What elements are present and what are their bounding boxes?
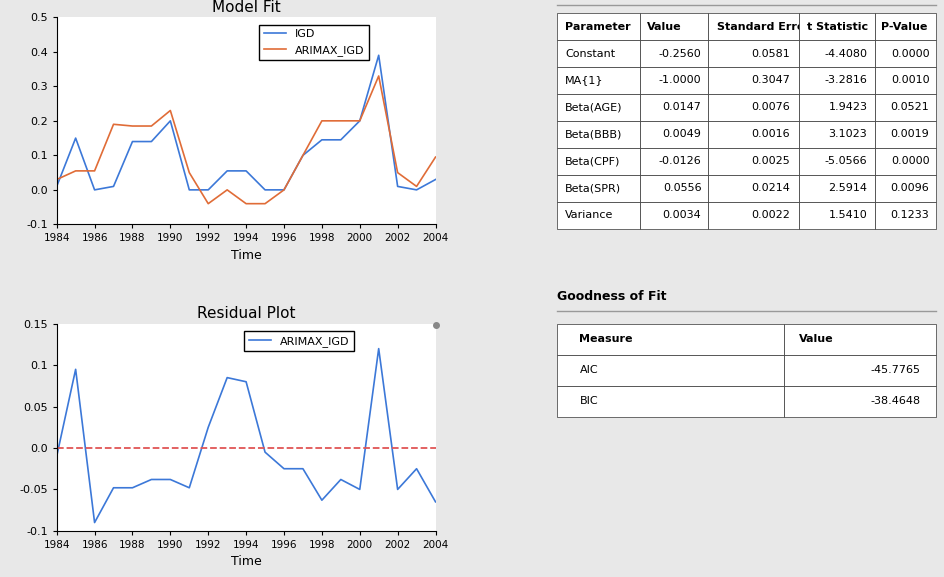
ARIMAX_IGD — [202, 424, 213, 431]
ARIMAX_IGD — [126, 122, 138, 129]
ARIMAX_IGD — [278, 186, 290, 193]
Legend: ARIMAX_IGD: ARIMAX_IGD — [244, 331, 353, 351]
X-axis label: Time: Time — [230, 556, 261, 568]
ARIMAX_IGD — [183, 169, 194, 176]
IGD — [297, 152, 309, 159]
ARIMAX_IGD — [126, 484, 138, 491]
IGD — [316, 136, 328, 143]
ARIMAX_IGD — [335, 117, 346, 124]
IGD — [335, 136, 346, 143]
ARIMAX_IGD — [316, 117, 328, 124]
ARIMAX_IGD — [240, 200, 251, 207]
ARIMAX_IGD — [70, 167, 81, 174]
Text: Goodness of Fit: Goodness of Fit — [556, 290, 666, 303]
IGD — [221, 167, 232, 174]
ARIMAX_IGD — [240, 379, 251, 385]
IGD — [354, 117, 365, 124]
ARIMAX_IGD — [411, 183, 422, 190]
Line: ARIMAX_IGD: ARIMAX_IGD — [57, 76, 435, 204]
ARIMAX_IGD — [221, 186, 232, 193]
IGD — [183, 186, 194, 193]
IGD — [51, 183, 62, 190]
IGD — [164, 117, 176, 124]
ARIMAX_IGD — [259, 449, 270, 456]
IGD — [430, 176, 441, 183]
Line: IGD: IGD — [57, 55, 435, 190]
IGD — [108, 183, 119, 190]
IGD — [392, 183, 403, 190]
ARIMAX_IGD — [430, 153, 441, 160]
ARIMAX_IGD — [373, 73, 384, 80]
ARIMAX_IGD — [89, 519, 100, 526]
ARIMAX_IGD — [108, 121, 119, 128]
ARIMAX_IGD — [354, 117, 365, 124]
ARIMAX_IGD — [316, 497, 328, 504]
ARIMAX_IGD — [392, 486, 403, 493]
IGD — [240, 167, 251, 174]
Legend: IGD, ARIMAX_IGD: IGD, ARIMAX_IGD — [259, 25, 368, 60]
IGD — [373, 52, 384, 59]
ARIMAX_IGD — [354, 486, 365, 493]
ARIMAX_IGD — [70, 366, 81, 373]
ARIMAX_IGD — [108, 484, 119, 491]
ARIMAX_IGD — [145, 122, 157, 129]
ARIMAX_IGD — [145, 476, 157, 483]
IGD — [89, 186, 100, 193]
ARIMAX_IGD — [373, 345, 384, 352]
ARIMAX_IGD — [297, 152, 309, 159]
ARIMAX_IGD — [164, 107, 176, 114]
X-axis label: Time: Time — [230, 249, 261, 262]
Title: Model Fit: Model Fit — [211, 0, 280, 15]
ARIMAX_IGD — [164, 476, 176, 483]
ARIMAX_IGD — [202, 200, 213, 207]
ARIMAX_IGD — [51, 453, 62, 460]
ARIMAX_IGD — [335, 476, 346, 483]
ARIMAX_IGD — [221, 374, 232, 381]
IGD — [145, 138, 157, 145]
IGD — [259, 186, 270, 193]
Title: Residual Plot: Residual Plot — [196, 306, 295, 321]
ARIMAX_IGD — [259, 200, 270, 207]
ARIMAX_IGD — [51, 176, 62, 183]
ARIMAX_IGD — [183, 484, 194, 491]
Line: ARIMAX_IGD: ARIMAX_IGD — [57, 349, 435, 523]
IGD — [278, 186, 290, 193]
ARIMAX_IGD — [297, 465, 309, 472]
ARIMAX_IGD — [430, 499, 441, 505]
ARIMAX_IGD — [278, 465, 290, 472]
IGD — [411, 186, 422, 193]
IGD — [202, 186, 213, 193]
ARIMAX_IGD — [392, 169, 403, 176]
IGD — [70, 134, 81, 141]
IGD — [126, 138, 138, 145]
ARIMAX_IGD — [89, 167, 100, 174]
ARIMAX_IGD — [411, 465, 422, 472]
